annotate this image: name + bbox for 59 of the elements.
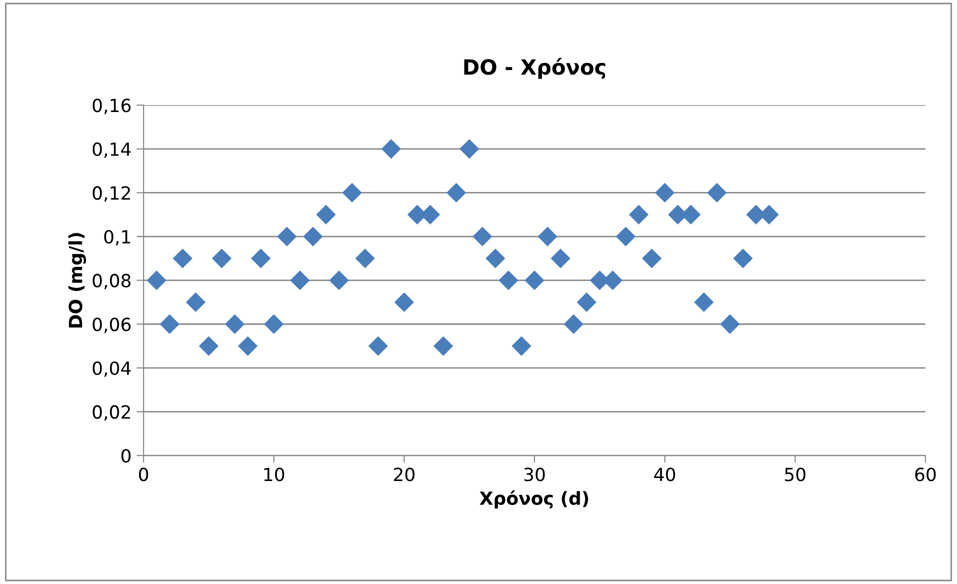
point xyxy=(538,226,558,246)
x-axis-title: Χρόνος (d) xyxy=(480,490,588,509)
point xyxy=(512,336,531,356)
y-tick-label: 0,04 xyxy=(92,361,131,377)
point xyxy=(173,248,192,268)
point xyxy=(642,248,662,268)
point xyxy=(225,314,244,334)
point xyxy=(186,292,206,312)
point xyxy=(394,292,414,312)
chart-title: DO - Χρόνος xyxy=(464,58,606,79)
point xyxy=(316,205,336,224)
point xyxy=(356,248,375,268)
point xyxy=(277,226,296,246)
point xyxy=(199,336,218,356)
point xyxy=(655,183,674,202)
point xyxy=(629,205,648,224)
point xyxy=(160,314,180,334)
x-tick-label: 30 xyxy=(524,468,545,482)
point xyxy=(577,292,596,312)
point xyxy=(264,314,284,334)
point xyxy=(342,183,362,202)
y-tick-label: 0,16 xyxy=(92,98,131,114)
point xyxy=(551,248,570,268)
x-tick-label: 10 xyxy=(264,468,284,482)
x-tick-label: 50 xyxy=(785,468,806,482)
point xyxy=(238,336,258,356)
point xyxy=(446,183,466,202)
x-tick-label: 60 xyxy=(915,468,936,482)
y-tick-label: 0,02 xyxy=(92,405,130,421)
y-tick-label: 0,1 xyxy=(104,230,130,246)
point xyxy=(382,139,401,158)
x-tick-label: 40 xyxy=(654,468,676,482)
x-tick-label: 20 xyxy=(394,468,414,482)
point xyxy=(460,139,479,158)
y-tick-label: 0,12 xyxy=(92,186,130,202)
point xyxy=(564,314,584,334)
y-tick-label: 0,14 xyxy=(92,142,131,158)
y-tick-label: 0,08 xyxy=(92,274,131,290)
point xyxy=(524,270,544,290)
point xyxy=(733,248,753,268)
point xyxy=(720,314,740,334)
point xyxy=(434,336,453,356)
y-tick-label: 0 xyxy=(121,448,131,463)
point xyxy=(616,226,636,246)
x-tick-label: 0 xyxy=(138,468,148,482)
point xyxy=(486,248,505,268)
point xyxy=(329,270,349,290)
point xyxy=(147,270,166,290)
point xyxy=(498,270,518,290)
y-axis-title: DO (mg/l) xyxy=(68,233,86,328)
point xyxy=(694,292,714,312)
point xyxy=(368,336,388,356)
point xyxy=(303,226,322,246)
point xyxy=(290,270,310,290)
y-tick-label: 0,06 xyxy=(92,318,131,334)
point xyxy=(251,248,270,268)
point xyxy=(212,248,232,268)
point xyxy=(472,226,492,246)
point xyxy=(707,183,726,202)
